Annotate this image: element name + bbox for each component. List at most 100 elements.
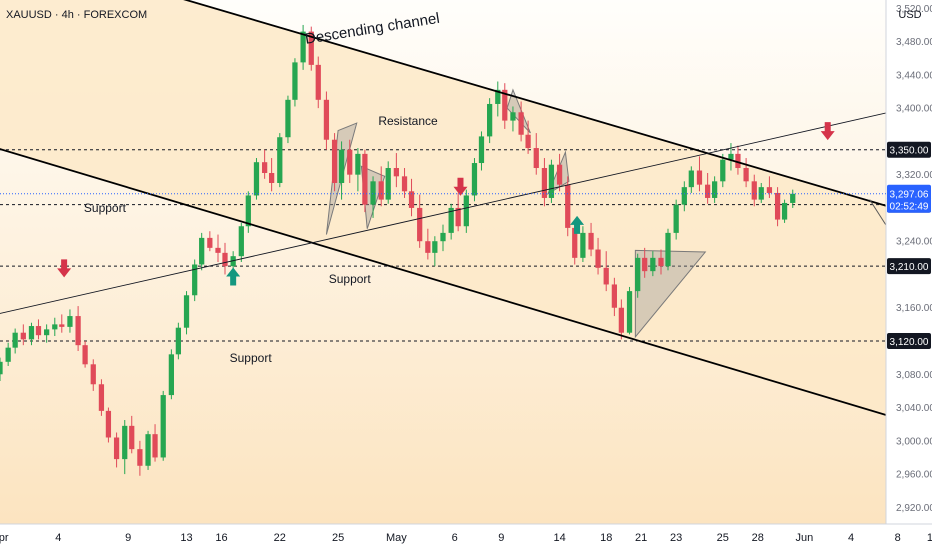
candle[interactable] <box>471 158 478 202</box>
buy-signal-arrow[interactable] <box>226 267 241 286</box>
chart-annotation[interactable]: Support <box>230 351 273 365</box>
candle[interactable] <box>285 95 291 144</box>
candle[interactable] <box>331 133 338 192</box>
candle[interactable] <box>277 133 283 188</box>
candle[interactable] <box>338 141 345 200</box>
candle[interactable] <box>665 228 671 271</box>
candle[interactable] <box>618 299 624 340</box>
candle[interactable] <box>743 158 749 188</box>
candle[interactable] <box>603 251 609 292</box>
candle[interactable] <box>463 189 469 233</box>
candle[interactable] <box>611 277 617 317</box>
candle[interactable] <box>160 390 166 461</box>
candle[interactable] <box>44 324 50 343</box>
candle[interactable] <box>323 91 330 150</box>
candle[interactable] <box>541 158 548 207</box>
candle[interactable] <box>129 415 135 454</box>
candle[interactable] <box>370 176 376 218</box>
candle[interactable] <box>712 176 718 203</box>
candle[interactable] <box>642 247 648 278</box>
candle[interactable] <box>183 291 190 335</box>
channel-upper-line[interactable] <box>0 0 932 223</box>
candle[interactable] <box>781 199 788 223</box>
candle[interactable] <box>207 231 213 252</box>
candle[interactable] <box>510 106 516 132</box>
candle[interactable] <box>518 101 524 142</box>
candle[interactable] <box>533 133 539 175</box>
candle[interactable] <box>105 407 112 443</box>
candle[interactable] <box>245 191 251 233</box>
candle[interactable] <box>175 322 181 360</box>
candle[interactable] <box>113 432 120 468</box>
candle[interactable] <box>82 341 88 368</box>
currency-button[interactable]: USD <box>898 9 922 21</box>
candle[interactable] <box>565 176 571 237</box>
candle[interactable] <box>12 328 18 354</box>
buy-signal-arrow[interactable] <box>570 215 585 234</box>
candle[interactable] <box>145 430 151 470</box>
time-axis[interactable] <box>0 524 932 550</box>
candle[interactable] <box>28 322 35 346</box>
candle[interactable] <box>548 159 555 203</box>
candle[interactable] <box>478 131 485 171</box>
candle[interactable] <box>735 145 741 175</box>
chart-annotation[interactable]: Resistance <box>378 114 438 128</box>
sell-signal-arrow[interactable] <box>57 259 72 278</box>
candle[interactable] <box>385 161 391 204</box>
candle[interactable] <box>137 440 143 476</box>
candle[interactable] <box>650 251 656 277</box>
chart-annotation[interactable]: Support <box>84 201 127 215</box>
candle[interactable] <box>59 314 65 333</box>
trendline[interactable] <box>0 100 932 316</box>
candle[interactable] <box>455 192 461 232</box>
candle[interactable] <box>673 199 679 240</box>
candle[interactable] <box>152 424 158 462</box>
candle[interactable] <box>98 379 105 416</box>
price-line-label[interactable] <box>887 258 931 275</box>
candle[interactable] <box>696 156 703 192</box>
candle[interactable] <box>588 222 594 257</box>
candle[interactable] <box>580 226 586 262</box>
candle[interactable] <box>122 420 128 475</box>
candle[interactable] <box>75 306 81 351</box>
candle[interactable] <box>751 174 757 207</box>
candle[interactable] <box>67 309 73 333</box>
candle[interactable] <box>635 253 641 298</box>
candle[interactable] <box>52 317 58 337</box>
candle[interactable] <box>408 178 415 217</box>
candle[interactable] <box>758 182 764 203</box>
candle[interactable] <box>720 153 726 188</box>
candle[interactable] <box>168 349 174 400</box>
candle[interactable] <box>362 149 368 213</box>
candle[interactable] <box>308 26 314 71</box>
current-price-label[interactable] <box>887 184 931 213</box>
candle[interactable] <box>417 194 423 248</box>
candle[interactable] <box>315 56 321 109</box>
candle[interactable] <box>5 342 11 366</box>
candle[interactable] <box>705 173 711 204</box>
candle[interactable] <box>425 228 431 260</box>
candle[interactable] <box>595 237 601 275</box>
candle[interactable] <box>199 232 205 271</box>
candle[interactable] <box>556 153 563 192</box>
candle[interactable] <box>525 120 531 154</box>
price-line-label[interactable] <box>887 141 931 158</box>
candle[interactable] <box>393 153 399 188</box>
sell-signal-arrow[interactable] <box>820 122 835 141</box>
candle[interactable] <box>502 83 508 129</box>
candle[interactable] <box>215 234 221 262</box>
candle[interactable] <box>626 286 633 335</box>
candle[interactable] <box>238 222 244 262</box>
candle[interactable] <box>495 81 501 117</box>
candle[interactable] <box>0 357 3 381</box>
candle[interactable] <box>401 168 408 198</box>
sell-signal-arrow[interactable] <box>453 177 468 196</box>
candle[interactable] <box>292 58 298 107</box>
candle[interactable] <box>192 259 198 302</box>
candle[interactable] <box>440 224 446 252</box>
candle[interactable] <box>790 189 796 208</box>
candle[interactable] <box>766 176 773 198</box>
candle[interactable] <box>253 158 260 200</box>
